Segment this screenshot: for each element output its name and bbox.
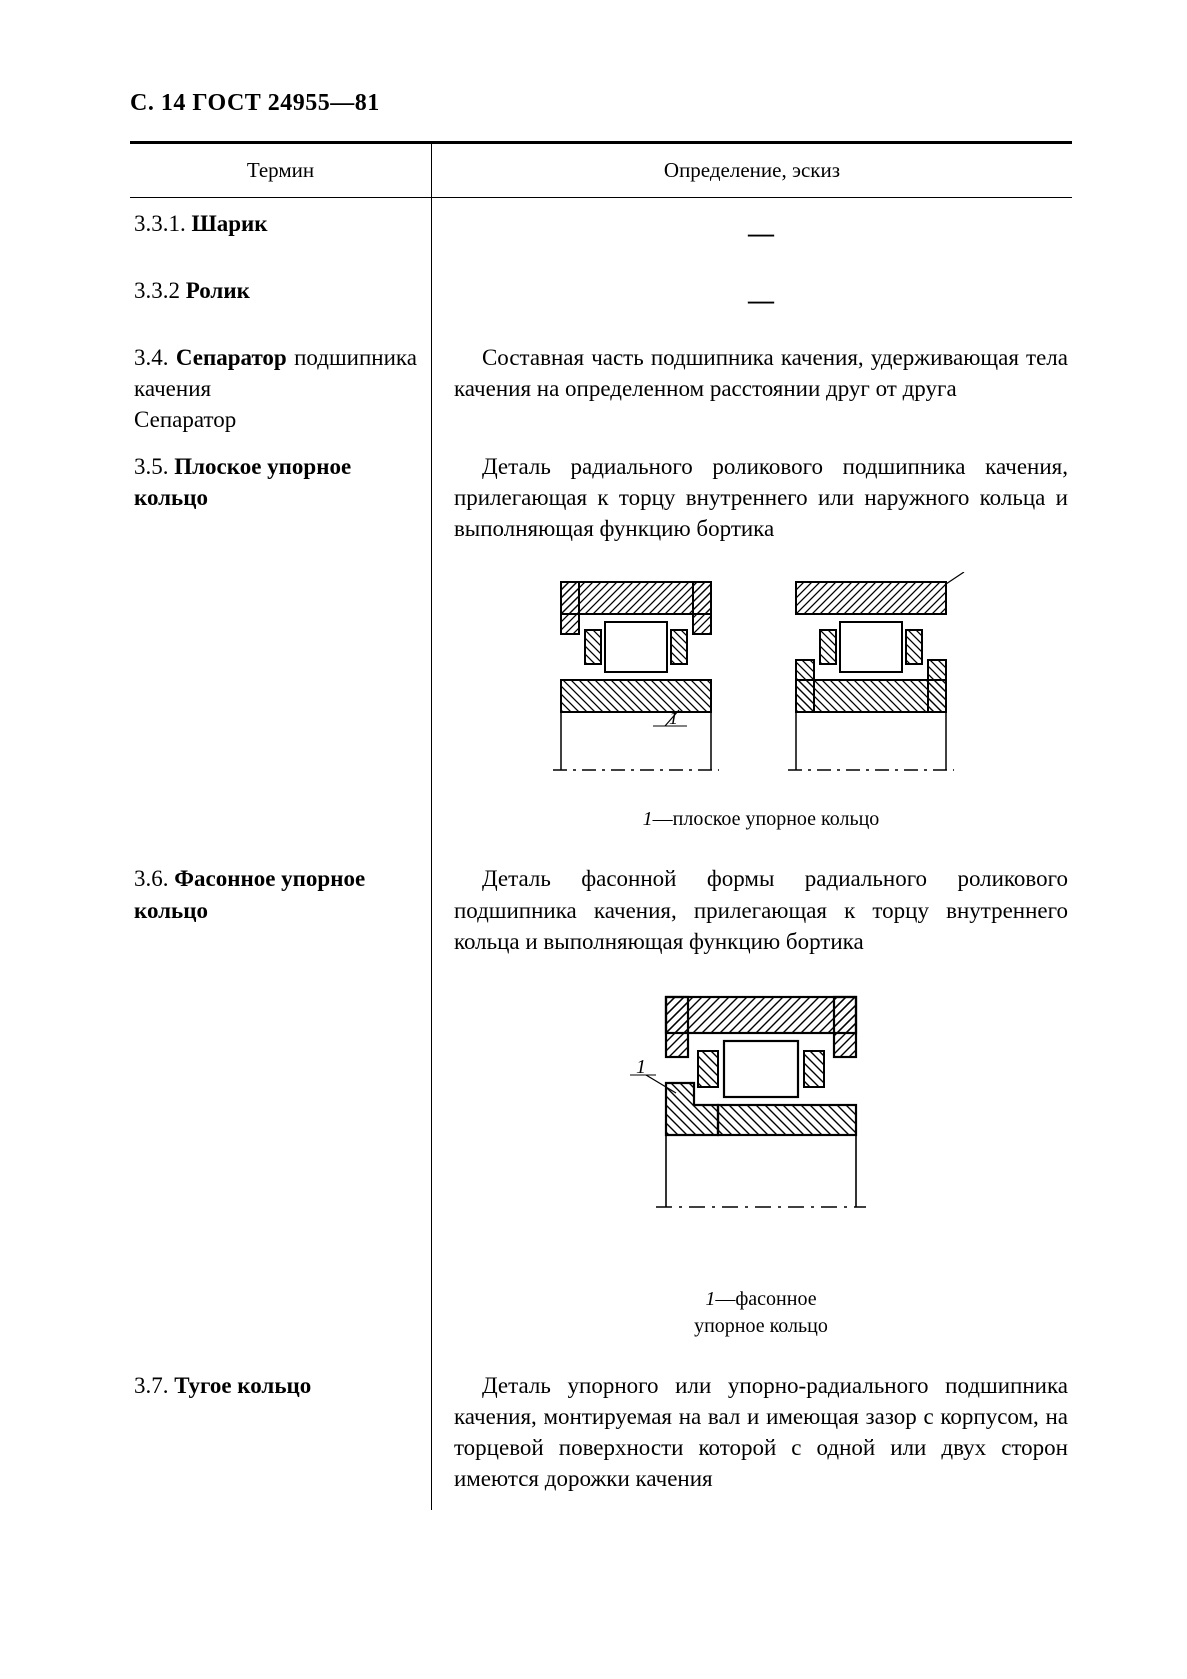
term-cell: 3.3.2 Ролик bbox=[130, 265, 431, 332]
def-cell: — bbox=[431, 265, 1072, 332]
table-row: 3.3.1. Шарик — bbox=[130, 198, 1072, 265]
def-cell: Деталь упорного или упорно-радиального п… bbox=[431, 1360, 1072, 1510]
term-cell: 3.6. Фасонное упорное кольцо bbox=[130, 853, 431, 1359]
table-row: 3.6. Фасонное упорное кольцо Деталь фасо… bbox=[130, 853, 1072, 1359]
term-bold: Сепаратор bbox=[176, 345, 287, 370]
page-header: С. 14 ГОСТ 24955—81 bbox=[130, 90, 1072, 117]
def-cell: — bbox=[431, 198, 1072, 265]
def-text: Деталь упорного или упорно-радиального п… bbox=[454, 1370, 1068, 1494]
def-text: Деталь радиального роликового подшипника… bbox=[454, 451, 1068, 544]
term-num: 3.3.2 bbox=[134, 278, 180, 303]
term-num: 3.4. bbox=[134, 345, 169, 370]
term-num: 3.5. bbox=[134, 454, 169, 479]
caption-text: —фасонное упорное кольцо bbox=[694, 1288, 828, 1337]
shaped-ring-svg: 1 bbox=[611, 985, 911, 1245]
term-bold: Ролик bbox=[186, 278, 250, 303]
caption-num: 1 bbox=[705, 1288, 715, 1310]
page: С. 14 ГОСТ 24955—81 Термин Определение, … bbox=[0, 0, 1187, 1679]
figure-flat-ring: 1 bbox=[454, 554, 1068, 798]
def-cell: Деталь радиального роликового подшипника… bbox=[431, 441, 1072, 853]
def-text: Составная часть подшипника качения, удер… bbox=[454, 342, 1068, 404]
def-cell: Составная часть подшипника качения, удер… bbox=[431, 332, 1072, 441]
caption-text: —плоское упорное кольцо bbox=[653, 808, 880, 830]
table-row: 3.3.2 Ролик — bbox=[130, 265, 1072, 332]
def-dash: — bbox=[454, 275, 1068, 326]
def-text: Деталь фасонной формы радиального ролико… bbox=[454, 863, 1068, 956]
term-bold: Шарик bbox=[192, 211, 268, 236]
table-head-row: Термин Определение, эскиз bbox=[130, 143, 1072, 198]
table-row: 3.4. Сепаратор подшипника качения Сепара… bbox=[130, 332, 1072, 441]
term-num: 3.7. bbox=[134, 1373, 169, 1398]
definitions-table: Термин Определение, эскиз 3.3.1. Шарик —… bbox=[130, 141, 1072, 1510]
svg-text:1: 1 bbox=[636, 1056, 646, 1078]
svg-text:1: 1 bbox=[669, 708, 678, 728]
head-term: Термин bbox=[130, 143, 431, 198]
term-cell: 3.7. Тугое кольцо bbox=[130, 1360, 431, 1510]
figure-shaped-ring: 1 bbox=[454, 967, 1068, 1251]
table-row: 3.5. Плоское упорное кольцо Деталь радиа… bbox=[130, 441, 1072, 853]
term-num: 3.3.1. bbox=[134, 211, 186, 236]
term-bold: Фасонное упорное кольцо bbox=[134, 866, 365, 922]
term-cell: 3.3.1. Шарик bbox=[130, 198, 431, 265]
term-bold: Тугое кольцо bbox=[174, 1373, 311, 1398]
figure-caption: 1—плоское упорное кольцо bbox=[454, 798, 1068, 847]
caption-num: 1 bbox=[643, 808, 653, 830]
table-row: 3.7. Тугое кольцо Деталь упорного или уп… bbox=[130, 1360, 1072, 1510]
term-cell: 3.4. Сепаратор подшипника качения Сепара… bbox=[130, 332, 431, 441]
def-dash: — bbox=[454, 208, 1068, 259]
figure-caption: 1—фасонное упорное кольцо bbox=[454, 1251, 1068, 1354]
flat-ring-svg: 1 bbox=[541, 572, 981, 792]
def-cell: Деталь фасонной формы радиального ролико… bbox=[431, 853, 1072, 1359]
term-num: 3.6. bbox=[134, 866, 169, 891]
term-cell: 3.5. Плоское упорное кольцо bbox=[130, 441, 431, 853]
head-def: Определение, эскиз bbox=[431, 143, 1072, 198]
